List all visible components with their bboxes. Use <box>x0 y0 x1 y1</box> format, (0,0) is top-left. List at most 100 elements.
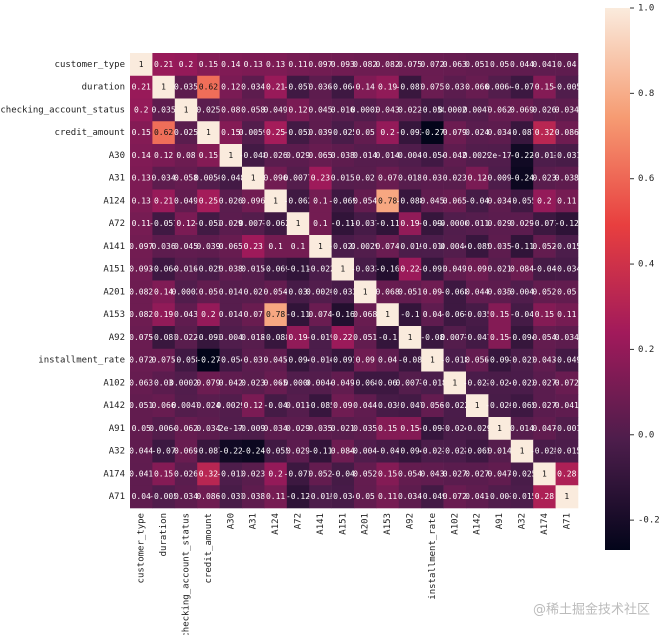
cell <box>130 121 153 145</box>
cell <box>488 371 512 395</box>
cell-label: -0.033 <box>351 265 380 274</box>
cell-label: 1 <box>340 265 345 274</box>
cell-label: 0.02 <box>356 174 375 183</box>
cell <box>331 257 355 281</box>
cell-label: 1 <box>520 447 525 456</box>
cell <box>309 303 332 327</box>
cell <box>197 371 220 395</box>
y-tick-label: A201 <box>103 287 125 297</box>
cell <box>533 439 556 463</box>
cell <box>466 98 489 122</box>
cell-label: -0.031 <box>552 151 581 160</box>
cell <box>197 394 220 418</box>
cell-label: 0.036 <box>308 83 332 92</box>
cell <box>286 121 310 145</box>
cell-label: -0.11 <box>376 219 400 228</box>
cell-label: 0.014 <box>353 151 377 160</box>
cell <box>242 303 265 327</box>
cell-label: 0.052 <box>353 469 377 478</box>
cell <box>197 348 220 372</box>
cell-label: 0.068 <box>376 287 400 296</box>
cell <box>286 348 310 372</box>
cell-label: 0.09 <box>468 265 487 274</box>
cell <box>242 235 265 259</box>
cell <box>398 348 422 372</box>
cell-label: 0.074 <box>376 242 400 251</box>
cell <box>533 348 556 372</box>
cell <box>555 235 579 259</box>
y-tick-label: A141 <box>103 242 125 252</box>
cell <box>174 235 198 259</box>
cell-label: 0.025 <box>174 128 198 137</box>
cell-label: 0.12 <box>221 83 240 92</box>
cell-label: -0.04 <box>510 310 534 319</box>
cell-label: 0.2 <box>179 60 194 69</box>
cell <box>466 303 489 327</box>
cell <box>354 53 377 77</box>
cell-label: 0.0059 <box>239 128 268 137</box>
cell <box>421 439 444 463</box>
cell <box>398 235 422 259</box>
cell-label: 0.1 <box>313 219 328 228</box>
cell-label: -0.0041 <box>505 287 539 296</box>
cell <box>510 189 534 213</box>
cell-label: -0.048 <box>239 151 268 160</box>
cell <box>219 326 243 350</box>
cell <box>219 235 243 259</box>
cell-label: -0.034 <box>552 265 581 274</box>
cell <box>242 394 265 418</box>
cell <box>488 144 512 168</box>
cell-label: 0.035 <box>308 424 332 433</box>
cell <box>174 303 198 327</box>
cell <box>421 485 444 509</box>
cell <box>555 166 579 190</box>
cell-label: 0.0077 <box>396 378 425 387</box>
cell-label: -0.069 <box>328 196 357 205</box>
cell-label: 0.066 <box>465 83 489 92</box>
cell-label: -0.033 <box>328 287 357 296</box>
cell <box>286 53 310 77</box>
cell-label: 0.075 <box>420 83 444 92</box>
cell-label: 0.2 <box>268 469 283 478</box>
cell <box>286 98 310 122</box>
cell-label: 0.052 <box>532 287 556 296</box>
cell-label: -0.11 <box>331 219 355 228</box>
cell-label: -0.047 <box>396 401 425 410</box>
cell <box>264 326 288 350</box>
cell <box>264 121 288 145</box>
cell <box>264 348 288 372</box>
cell <box>197 303 220 327</box>
cell-label: 0.12 <box>244 401 263 410</box>
cell <box>286 303 310 327</box>
cell-label: 0.041 <box>532 60 556 69</box>
cell-label: -0.07 <box>510 83 534 92</box>
cell-label: 0.07 <box>378 174 397 183</box>
cell <box>466 280 489 304</box>
cell-label: 0.15 <box>378 469 397 478</box>
cell-label: 0.1 <box>313 196 328 205</box>
cell <box>331 394 355 418</box>
cell-label: 0.28 <box>535 492 554 501</box>
cell <box>466 53 489 77</box>
cell-label: 0.029 <box>219 219 243 228</box>
cell <box>242 326 265 350</box>
cell <box>130 166 153 190</box>
x-tick-label: A30 <box>226 513 236 529</box>
cell-label: -0.062 <box>284 196 313 205</box>
cell <box>130 417 153 441</box>
cell <box>242 417 265 441</box>
x-tick-label: A92 <box>406 513 416 529</box>
cell-label: -0.00061 <box>279 378 318 387</box>
cell <box>331 326 355 350</box>
cell-label: 0.082 <box>353 60 377 69</box>
cell <box>174 189 198 213</box>
cell-label: -0.087 <box>194 447 223 456</box>
cell <box>376 189 400 213</box>
cell <box>219 166 243 190</box>
cell-label: 0.11 <box>288 60 307 69</box>
cell-label: 0.042 <box>443 151 467 160</box>
cell <box>331 189 355 213</box>
cell <box>242 121 265 145</box>
cell <box>174 326 198 350</box>
cell-label: 0.32 <box>199 469 218 478</box>
